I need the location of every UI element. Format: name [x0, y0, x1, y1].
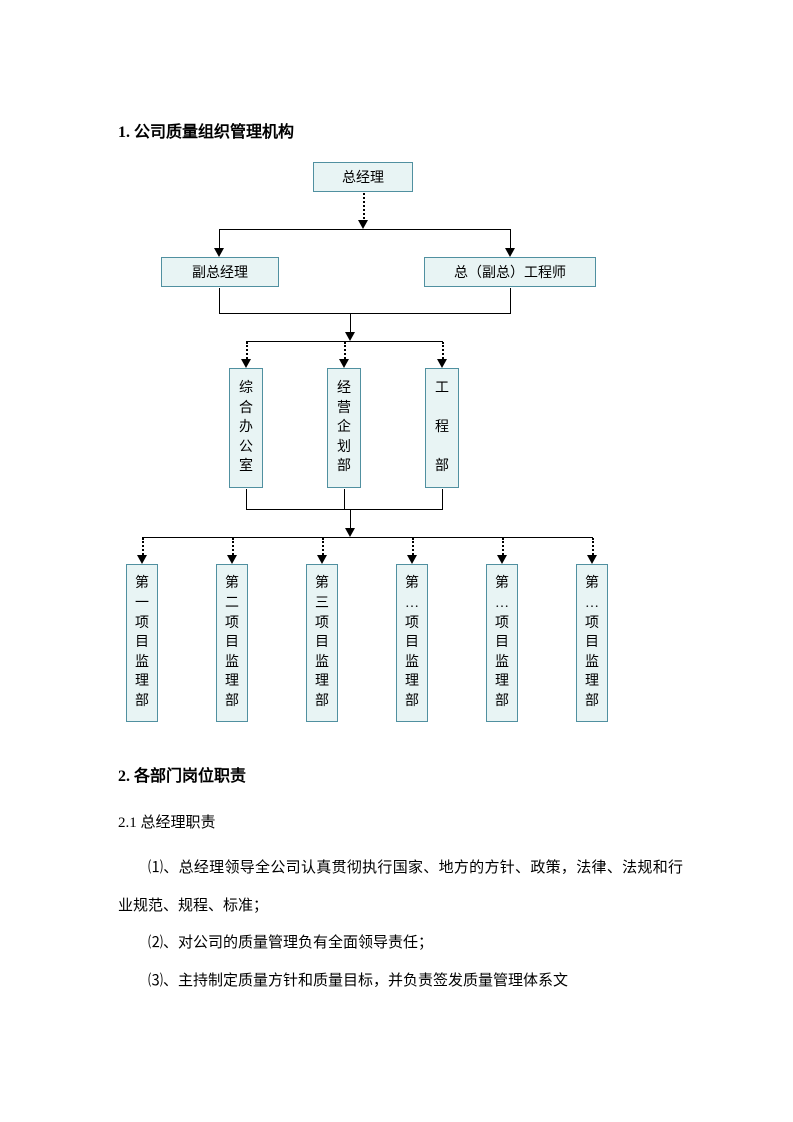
connector: [246, 509, 443, 510]
connector: [246, 489, 247, 509]
arrow: [339, 359, 349, 368]
paragraph: ⑶、主持制定质量方针和质量目标，并负责签发质量管理体系文: [118, 963, 683, 1001]
connector: [344, 489, 345, 509]
connector: [219, 288, 220, 313]
node-proj-1: 第一项目监理部: [126, 564, 158, 722]
node-engineering: 工 程 部: [425, 368, 459, 488]
node-proj-6: 第…项目监理部: [576, 564, 608, 722]
node-planning: 经营企划部: [327, 368, 361, 488]
connector: [219, 229, 511, 230]
arrow: [214, 248, 224, 257]
arrow: [227, 555, 237, 564]
arrow: [437, 359, 447, 368]
section-2-1-heading: 2.1 总经理职责: [118, 811, 683, 832]
arrow: [317, 555, 327, 564]
paragraph: ⑴、总经理领导全公司认真贯彻执行国家、地方的方针、政策，法律、法规和行业规范、规…: [118, 850, 683, 925]
arrow: [241, 359, 251, 368]
node-proj-4: 第…项目监理部: [396, 564, 428, 722]
node-proj-3: 第三项目监理部: [306, 564, 338, 722]
node-proj-2: 第二项目监理部: [216, 564, 248, 722]
org-chart: 总经理 副总经理 总（副总）工程师 综合办公室 经营企划部 工 程 部: [118, 162, 693, 727]
arrow: [345, 528, 355, 537]
node-engineer: 总（副总）工程师: [424, 257, 596, 287]
section-1-heading: 1. 公司质量组织管理机构: [118, 118, 683, 142]
node-dgm: 副总经理: [161, 257, 279, 287]
arrow: [587, 555, 597, 564]
body-text: ⑴、总经理领导全公司认真贯彻执行国家、地方的方针、政策，法律、法规和行业规范、规…: [118, 850, 683, 1000]
paragraph: ⑵、对公司的质量管理负有全面领导责任；: [118, 925, 683, 963]
node-gm: 总经理: [313, 162, 413, 192]
section-2-heading: 2. 各部门岗位职责: [118, 762, 683, 786]
connector: [510, 288, 511, 313]
connector: [363, 193, 365, 223]
arrow: [345, 332, 355, 341]
connector: [219, 313, 511, 314]
arrow: [505, 248, 515, 257]
arrow: [358, 220, 368, 229]
connector: [442, 489, 443, 509]
connector: [142, 537, 593, 538]
node-office: 综合办公室: [229, 368, 263, 488]
arrow: [497, 555, 507, 564]
arrow: [137, 555, 147, 564]
arrow: [407, 555, 417, 564]
node-proj-5: 第…项目监理部: [486, 564, 518, 722]
